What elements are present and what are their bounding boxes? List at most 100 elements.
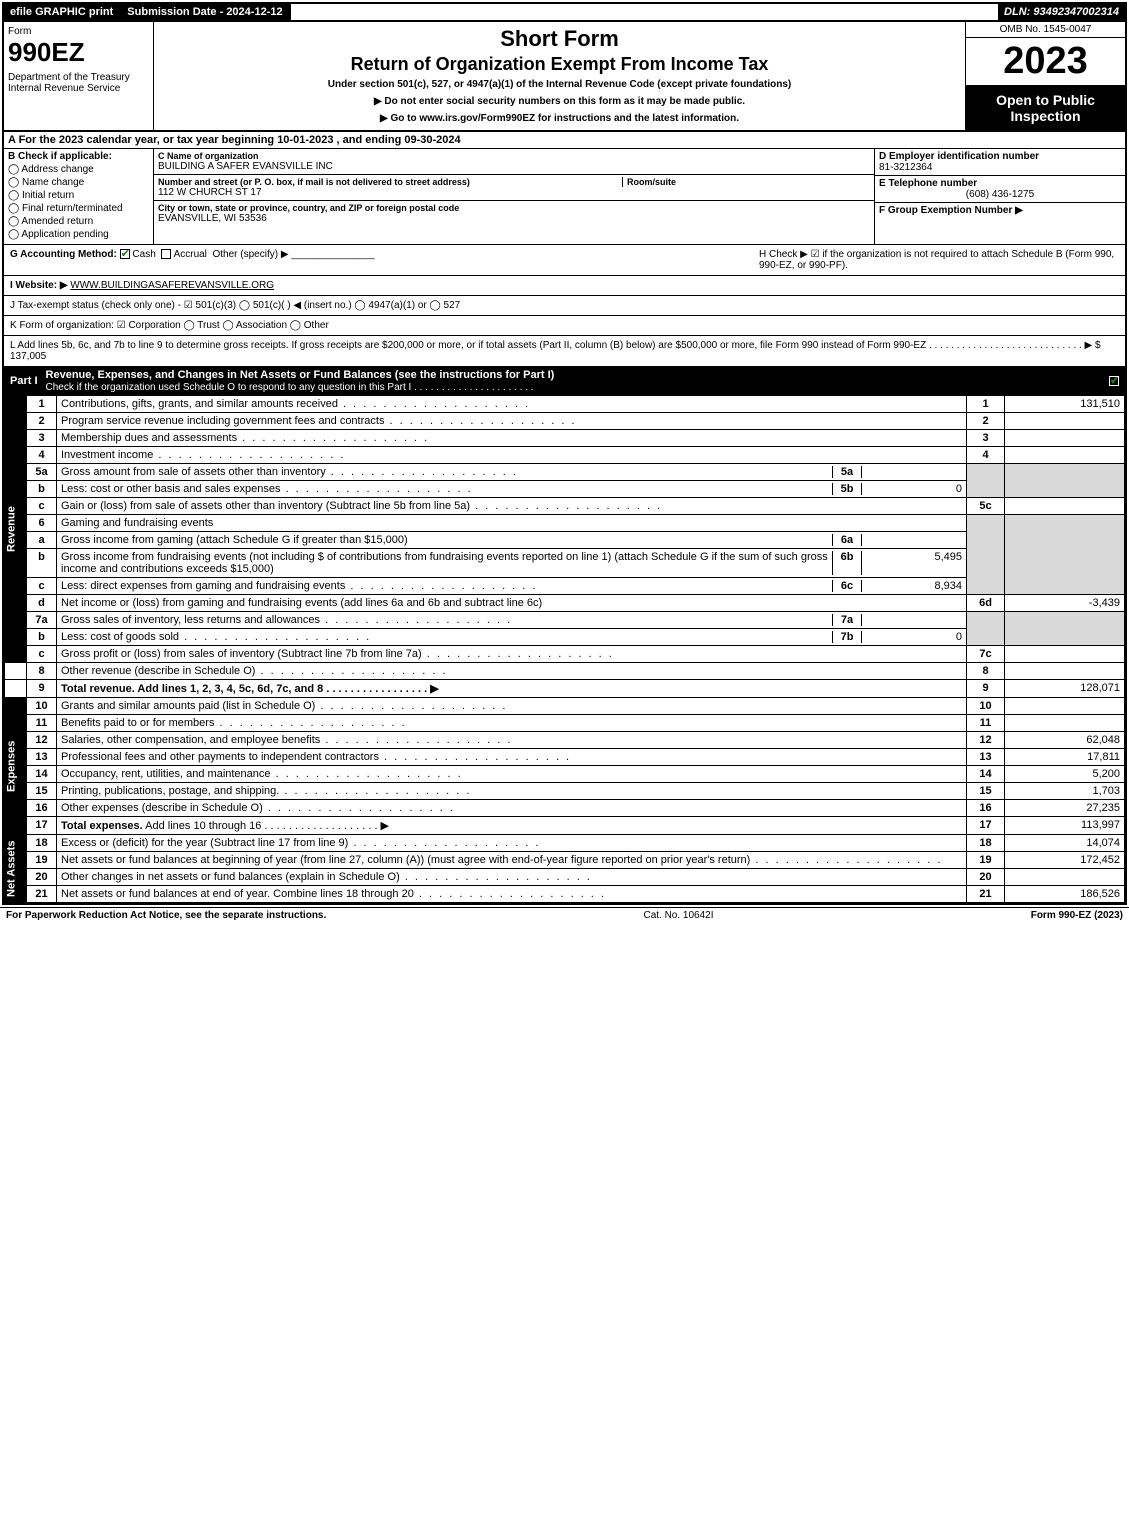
ln19-ref: 19 [967, 852, 1005, 869]
ln6d-amt: -3,439 [1005, 595, 1125, 612]
ln7c-num: c [27, 646, 57, 663]
ln7b-sa: 0 [862, 631, 962, 643]
section-bcd: B Check if applicable: ◯ Address change … [4, 149, 1125, 245]
header-right: OMB No. 1545-0047 2023 Open to Public In… [965, 22, 1125, 130]
room-label: Room/suite [622, 177, 676, 187]
dln: DLN: 93492347002314 [998, 4, 1125, 20]
ln6b-num: b [27, 549, 57, 578]
chk-label: Final return/terminated [22, 203, 123, 214]
ln16-desc: Other expenses (describe in Schedule O) [57, 800, 967, 817]
c-addr-label: Number and street (or P. O. box, if mail… [158, 177, 870, 187]
ln21-desc: Net assets or fund balances at end of ye… [57, 886, 967, 903]
ln20-num: 20 [27, 869, 57, 886]
ln6c-desc: Less: direct expenses from gaming and fu… [61, 580, 832, 592]
c-name-label: C Name of organization [158, 151, 870, 161]
ln19-num: 19 [27, 852, 57, 869]
part1-check[interactable] [1109, 376, 1119, 386]
chk-amended[interactable]: ◯ Amended return [8, 216, 149, 227]
goto-link[interactable]: ▶ Go to www.irs.gov/Form990EZ for instru… [160, 113, 959, 124]
ln5a-desc: Gross amount from sale of assets other t… [61, 466, 832, 478]
ln7c-amt [1005, 646, 1125, 663]
ln8-ref: 8 [967, 663, 1005, 680]
ssn-warning: ▶ Do not enter social security numbers o… [160, 96, 959, 107]
ln11-ref: 11 [967, 715, 1005, 732]
footer: For Paperwork Reduction Act Notice, see … [0, 907, 1129, 923]
ln9-amt: 128,071 [1005, 680, 1125, 698]
ln7a-num: 7a [27, 612, 57, 629]
form-id-block: Form 990EZ Department of the Treasury In… [4, 22, 154, 130]
chk-label: Name change [22, 177, 84, 188]
shade [967, 515, 1005, 595]
org-name: BUILDING A SAFER EVANSVILLE INC [158, 161, 870, 172]
chk-final-return[interactable]: ◯ Final return/terminated [8, 203, 149, 214]
ln14-amt: 5,200 [1005, 766, 1125, 783]
revenue-table: Revenue 1 Contributions, gifts, grants, … [4, 395, 1125, 903]
chk-cash[interactable] [120, 249, 130, 259]
ln6a-desc: Gross income from gaming (attach Schedul… [61, 534, 832, 546]
tel-value: (608) 436-1275 [879, 189, 1121, 200]
shade [967, 464, 1005, 498]
ln20-amt [1005, 869, 1125, 886]
d-ein-label: D Employer identification number [879, 151, 1121, 162]
ln17-ref: 17 [967, 817, 1005, 835]
chk-initial-return[interactable]: ◯ Initial return [8, 190, 149, 201]
row-k-org-form: K Form of organization: ☑ Corporation ◯ … [4, 316, 1125, 336]
cash-label: Cash [132, 249, 155, 260]
chk-accrual[interactable] [161, 249, 171, 259]
row-g-h: G Accounting Method: Cash Accrual Other … [4, 245, 1125, 276]
ln4-num: 4 [27, 447, 57, 464]
subtitle-section: Under section 501(c), 527, or 4947(a)(1)… [160, 79, 959, 90]
ln21-amt: 186,526 [1005, 886, 1125, 903]
ln6b-sn: 6b [832, 551, 862, 575]
ln20-desc: Other changes in net assets or fund bala… [57, 869, 967, 886]
form-word: Form [8, 26, 149, 37]
ln11-desc: Benefits paid to or for members [57, 715, 967, 732]
submission-date: Submission Date - 2024-12-12 [121, 4, 290, 20]
shade [1005, 464, 1125, 498]
ln17-amt: 113,997 [1005, 817, 1125, 835]
col-b-check: B Check if applicable: ◯ Address change … [4, 149, 154, 244]
chk-app-pending[interactable]: ◯ Application pending [8, 229, 149, 240]
part1-sub: Check if the organization used Schedule … [46, 382, 534, 393]
website-value[interactable]: WWW.BUILDINGASAFEREVANSVILLE.ORG [70, 280, 274, 291]
i-label: I Website: ▶ [10, 280, 68, 291]
chk-label: Address change [21, 164, 93, 175]
ln5a-sa [862, 466, 962, 478]
ln19-desc: Net assets or fund balances at beginning… [57, 852, 967, 869]
part1-title: Revenue, Expenses, and Changes in Net As… [46, 369, 555, 381]
ln1-desc: Contributions, gifts, grants, and simila… [57, 396, 967, 413]
chk-label: Initial return [22, 190, 74, 201]
chk-name-change[interactable]: ◯ Name change [8, 177, 149, 188]
ln21-num: 21 [27, 886, 57, 903]
ln8-num: 8 [27, 663, 57, 680]
ln2-num: 2 [27, 413, 57, 430]
org-address: 112 W CHURCH ST 17 [158, 187, 870, 198]
ln9-ref: 9 [967, 680, 1005, 698]
ln21-ref: 21 [967, 886, 1005, 903]
row-i-website: I Website: ▶ WWW.BUILDINGASAFEREVANSVILL… [4, 276, 1125, 296]
ln7b-desc: Less: cost of goods sold [61, 631, 832, 643]
topbar: efile GRAPHIC print Submission Date - 20… [4, 4, 1125, 22]
ln2-desc: Program service revenue including govern… [57, 413, 967, 430]
ln9-num: 9 [27, 680, 57, 698]
row-a-tax-year: A For the 2023 calendar year, or tax yea… [4, 132, 1125, 149]
ln2-ref: 2 [967, 413, 1005, 430]
ln5c-ref: 5c [967, 498, 1005, 515]
ln14-ref: 14 [967, 766, 1005, 783]
ln6a-sa [862, 534, 962, 546]
ln6d-num: d [27, 595, 57, 612]
ln17-num: 17 [27, 817, 57, 835]
ln13-ref: 13 [967, 749, 1005, 766]
ln12-amt: 62,048 [1005, 732, 1125, 749]
ln13-desc: Professional fees and other payments to … [57, 749, 967, 766]
ln5b-sn: 5b [832, 483, 862, 495]
ein-value: 81-3212364 [879, 162, 1121, 173]
ln18-desc: Excess or (deficit) for the year (Subtra… [57, 835, 967, 852]
ln15-amt: 1,703 [1005, 783, 1125, 800]
omb-number: OMB No. 1545-0047 [966, 22, 1125, 38]
chk-address-change[interactable]: ◯ Address change [8, 164, 149, 175]
ln1-ref: 1 [967, 396, 1005, 413]
title-return: Return of Organization Exempt From Incom… [160, 54, 959, 75]
col-d-ein: D Employer identification number 81-3212… [875, 149, 1125, 244]
org-city: EVANSVILLE, WI 53536 [158, 213, 870, 224]
